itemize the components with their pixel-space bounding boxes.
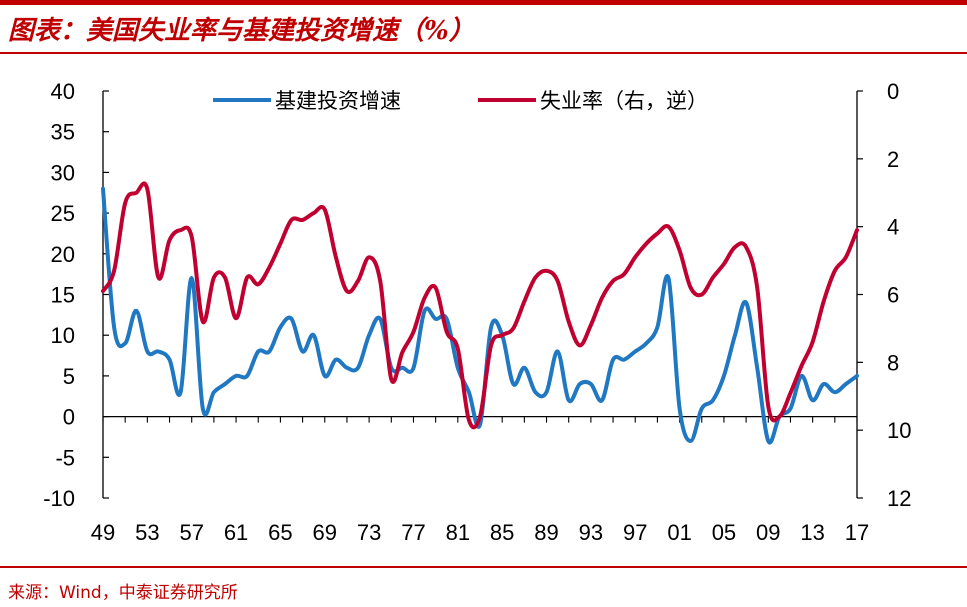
right-tick-label: 6: [887, 283, 899, 308]
left-tick-label: 10: [51, 323, 75, 348]
title-underline: [0, 52, 967, 54]
legend-label-infrastructure: 基建投资增速: [275, 89, 401, 113]
x-tick-label: 05: [712, 520, 736, 545]
x-tick-label: 89: [534, 520, 558, 545]
left-tick-label: 40: [51, 79, 75, 104]
left-tick-label: 20: [51, 242, 75, 267]
title-bar: 图表：美国失业率与基建投资增速（%）: [0, 0, 967, 54]
x-tick-label: 93: [579, 520, 603, 545]
top-rule: [0, 0, 967, 5]
x-tick-label: 09: [756, 520, 780, 545]
right-tick-label: 10: [887, 418, 911, 443]
left-tick-label: 0: [63, 405, 75, 430]
footer-rule: [0, 566, 967, 568]
right-tick-label: 12: [887, 486, 911, 511]
x-tick-label: 97: [623, 520, 647, 545]
x-tick-label: 49: [91, 520, 115, 545]
series-line-unemployment: [101, 181, 859, 430]
x-tick-label: 77: [401, 520, 425, 545]
left-tick-label: -10: [43, 486, 75, 511]
left-tick-label: 5: [63, 364, 75, 389]
x-tick-label: 73: [357, 520, 381, 545]
right-tick-label: 2: [887, 147, 899, 172]
x-tick-label: 53: [135, 520, 159, 545]
right-tick-label: 4: [887, 215, 899, 240]
source-note: 来源：Wind，中泰证券研究所: [8, 583, 238, 603]
series-line-infrastructure: [101, 186, 859, 445]
chart-title: 图表：美国失业率与基建投资增速（%）: [8, 16, 475, 46]
x-tick-label: 65: [268, 520, 292, 545]
x-tick-label: 57: [179, 520, 203, 545]
x-tick-label: 13: [800, 520, 824, 545]
x-tick-label: 69: [313, 520, 337, 545]
left-tick-label: 30: [51, 160, 75, 185]
left-tick-label: 25: [51, 201, 75, 226]
x-tick-label: 61: [224, 520, 248, 545]
legend-label-unemployment: 失业率（右，逆）: [540, 89, 708, 113]
series-layer: [101, 181, 859, 445]
left-tick-label: 35: [51, 120, 75, 145]
right-tick-label: 8: [887, 350, 899, 375]
right-tick-label: 0: [887, 79, 899, 104]
x-tick-label: 01: [667, 520, 691, 545]
x-tick-label: 17: [845, 520, 869, 545]
legend: 基建投资增速 失业率（右，逆）: [213, 89, 708, 113]
left-tick-label: -5: [55, 445, 75, 470]
left-tick-label: 15: [51, 283, 75, 308]
x-tick-label: 81: [446, 520, 470, 545]
x-tick-label: 85: [490, 520, 514, 545]
